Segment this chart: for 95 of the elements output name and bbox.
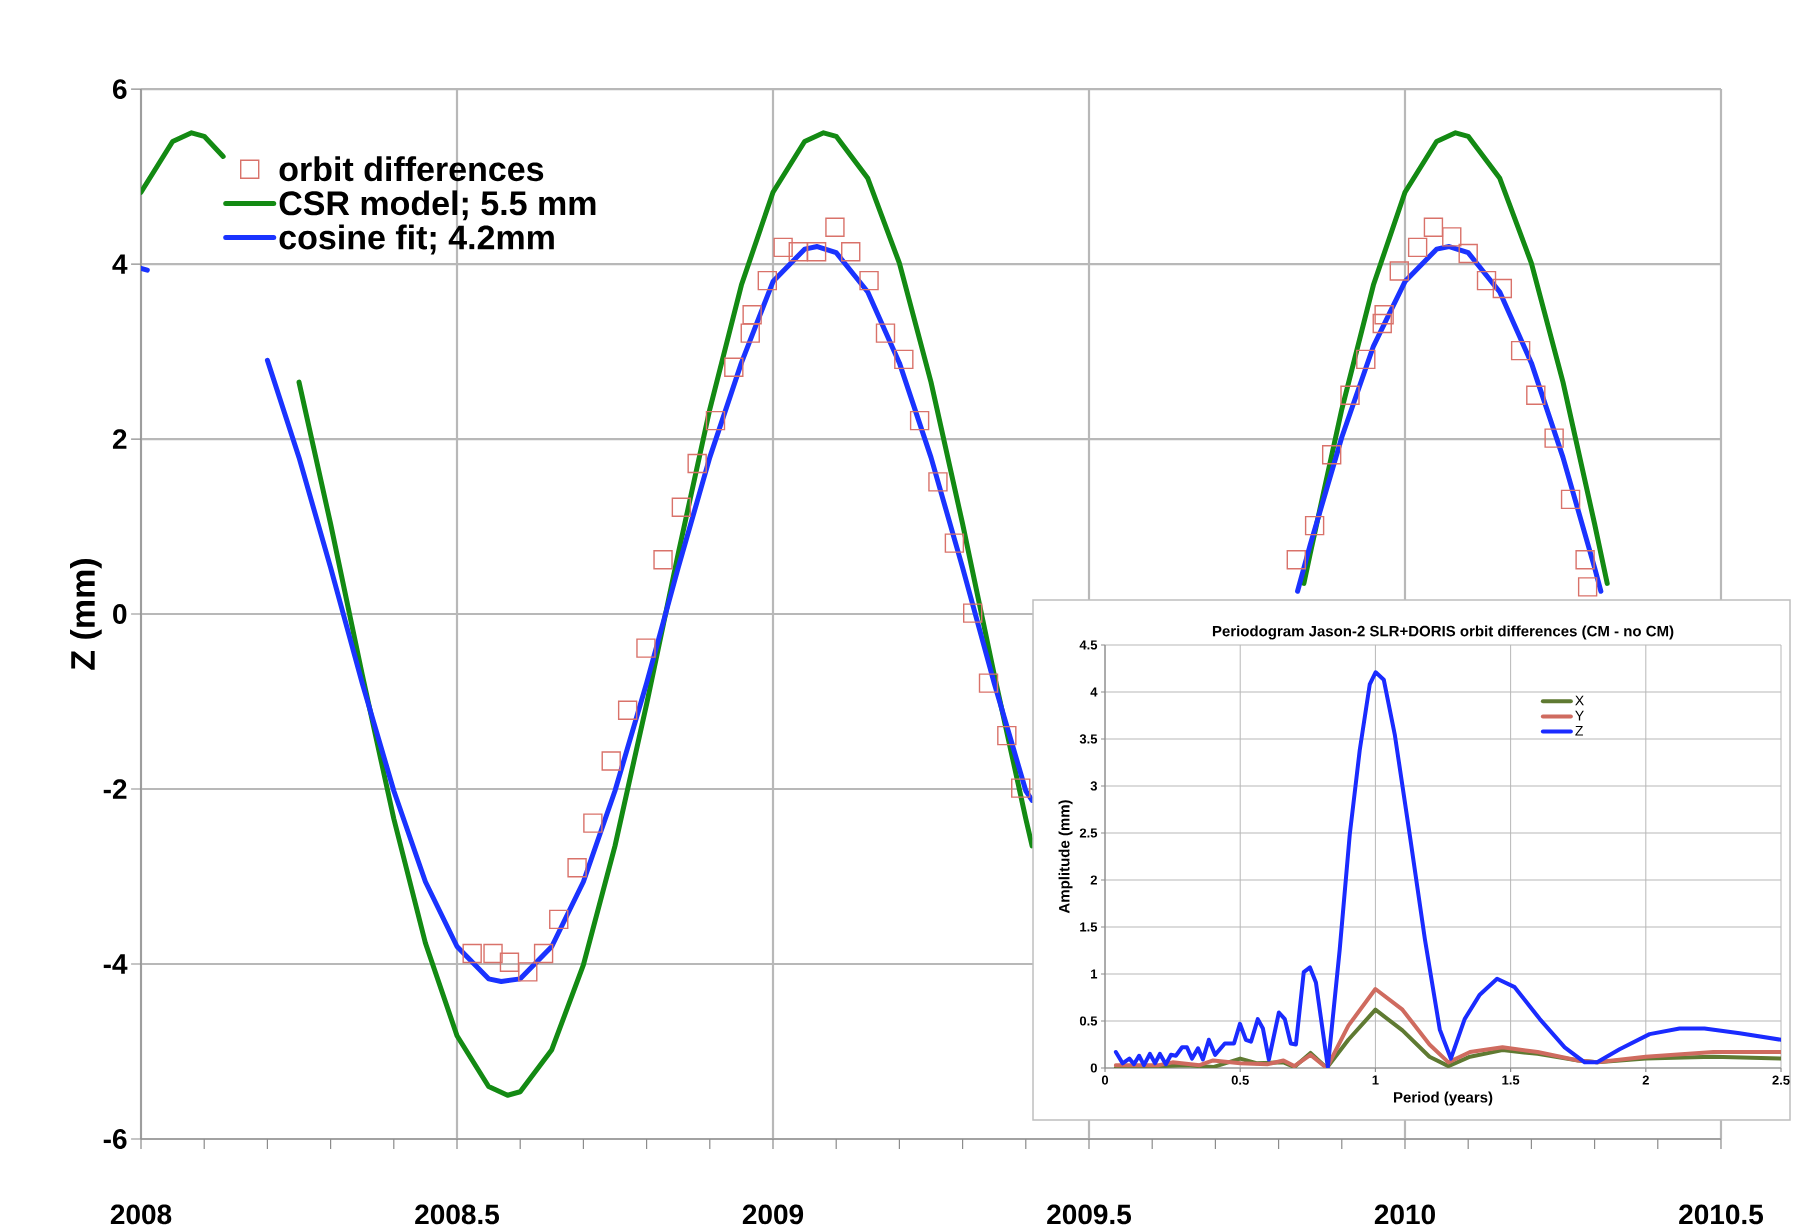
legend-label: orbit differences (279, 156, 544, 182)
y-tick-label: -6 (103, 1129, 127, 1150)
point (462, 943, 482, 964)
point (617, 700, 638, 721)
y-tick-label: 2.5 (1079, 828, 1098, 838)
point (825, 217, 845, 238)
point (894, 349, 914, 370)
x-tick-label: 1 (1372, 1075, 1379, 1085)
y-tick-label: 3.5 (1079, 734, 1098, 744)
x-tick-label: 2008 (110, 1204, 172, 1225)
y-tick-label: 1.5 (1080, 922, 1098, 932)
line-series (1113, 987, 1782, 1069)
point (653, 550, 673, 570)
x-tick-label: 2.5 (1772, 1075, 1790, 1085)
point (1458, 244, 1478, 264)
point (483, 943, 503, 964)
y-tick-label: 3 (1090, 781, 1098, 791)
y-tick-label: 4 (1090, 687, 1098, 697)
point (742, 305, 762, 325)
point (533, 943, 554, 964)
point (1442, 227, 1462, 247)
y-axis-title: Amplitude (mm) (1058, 800, 1073, 914)
point (601, 751, 621, 771)
point (773, 237, 793, 258)
x-tick-label: 2010 (1374, 1204, 1435, 1225)
point (1374, 305, 1394, 325)
point (1407, 237, 1428, 258)
point (583, 813, 603, 833)
y-tick-label: 2 (1090, 875, 1097, 885)
line-series (1113, 670, 1782, 1069)
x-tick-label: 2009.5 (1047, 1204, 1132, 1225)
point (1321, 445, 1342, 465)
point (687, 453, 707, 474)
x-tick-label: 2 (1642, 1075, 1649, 1085)
x-tick-label: 1.5 (1502, 1075, 1520, 1085)
legend-label: cosine fit; 4.2mm (279, 224, 554, 255)
y-tick-label: 1 (1091, 969, 1098, 979)
point (928, 472, 948, 492)
point (705, 411, 726, 431)
point (1492, 279, 1513, 299)
point (757, 271, 778, 291)
y-tick-label: 4 (112, 254, 128, 274)
legend-label: CSR model; 5.5 mm (279, 190, 596, 221)
point (806, 242, 827, 262)
point (978, 673, 999, 693)
y-tick-label: 0 (113, 604, 127, 625)
point (875, 323, 896, 344)
point (1372, 313, 1392, 334)
x-tick-label: 0.5 (1231, 1075, 1249, 1085)
x-tick-label: 2008.5 (415, 1204, 500, 1225)
y-tick-label: 4.5 (1079, 640, 1098, 650)
point (841, 242, 861, 262)
point (1286, 550, 1306, 570)
point (1011, 778, 1031, 798)
chart-title: Periodogram Jason-2 SLR+DORIS orbit differences (CM - no CM) (1212, 625, 1674, 640)
point (567, 858, 587, 878)
point (1340, 385, 1360, 406)
point (724, 357, 744, 378)
x-axis-title: Period (years) (1393, 1091, 1493, 1106)
point (1389, 261, 1409, 281)
point (1577, 577, 1598, 597)
point (1560, 489, 1581, 510)
point (963, 603, 983, 623)
point (740, 323, 760, 344)
point (1575, 550, 1595, 570)
point (549, 909, 569, 930)
point (671, 497, 692, 518)
legend-label: X (1575, 695, 1584, 706)
point (997, 726, 1017, 746)
point (636, 638, 656, 658)
point (1356, 349, 1376, 370)
y-tick-label: 0 (1090, 1063, 1097, 1073)
y-tick-label: 2 (112, 429, 127, 449)
point (859, 271, 879, 291)
point (1476, 271, 1497, 291)
y-tick-label: 6 (112, 79, 127, 100)
point (1423, 217, 1444, 238)
point (944, 533, 965, 554)
y-tick-label: -2 (103, 779, 127, 799)
point (499, 952, 520, 973)
point (1526, 385, 1546, 406)
point (1544, 428, 1564, 449)
x-tick-label: 2010.5 (1679, 1204, 1764, 1225)
x-tick-label: 2009 (742, 1204, 804, 1225)
y-axis-title: Z (mm) (70, 559, 102, 670)
y-tick-label: -4 (103, 954, 128, 974)
point (788, 242, 808, 262)
point (1510, 341, 1531, 361)
x-tick-label: 0 (1101, 1075, 1109, 1085)
legend-label: Z (1575, 726, 1583, 736)
legend-label: Y (1575, 711, 1584, 721)
point (909, 411, 930, 431)
point (518, 962, 538, 982)
point (1304, 516, 1325, 536)
y-tick-label: 0.5 (1079, 1016, 1098, 1026)
